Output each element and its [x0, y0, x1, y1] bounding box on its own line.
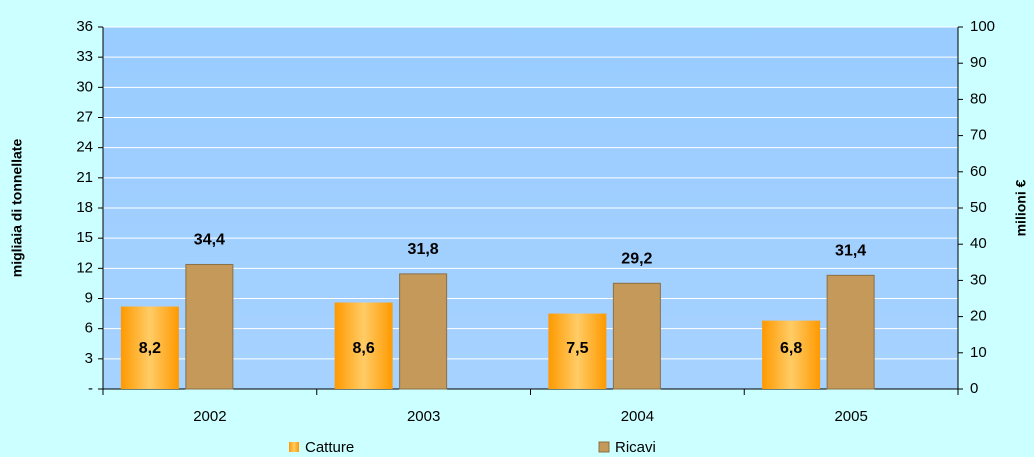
data-label: 34,4 — [194, 232, 225, 249]
y-tick-label: 30 — [76, 78, 93, 95]
legend-swatch — [289, 442, 299, 452]
x-tick-label: 2002 — [193, 408, 226, 425]
legend-swatch — [598, 441, 610, 453]
bar — [826, 274, 875, 390]
y-tick-label: - — [88, 380, 93, 397]
y2-tick-label: 10 — [970, 344, 987, 361]
legend-label: Ricavi — [615, 439, 656, 456]
y-tick-label: 24 — [76, 139, 93, 156]
y-tick-label: 15 — [76, 229, 93, 246]
y2-tick-label: 80 — [970, 90, 987, 107]
y2-tick-label: 40 — [970, 235, 987, 252]
x-tick-label: 2004 — [621, 408, 654, 425]
y2-tick-label: 0 — [970, 380, 978, 397]
bar — [762, 320, 821, 389]
legend-label: Catture — [305, 439, 354, 456]
y-tick-label: 6 — [85, 320, 93, 337]
y2-axis-label: milioni € — [1013, 179, 1029, 236]
bar — [334, 302, 393, 389]
data-label: 7,5 — [566, 340, 588, 357]
data-label: 31,4 — [835, 243, 866, 260]
y-tick-label: 33 — [76, 48, 93, 65]
x-tick-label: 2005 — [834, 408, 867, 425]
y-tick-label: 18 — [76, 199, 93, 216]
y-axis-label: migliaia di tonnellate — [9, 139, 25, 278]
y-tick-label: 12 — [76, 259, 93, 276]
bar — [399, 273, 448, 390]
x-tick-label: 2003 — [407, 408, 440, 425]
bar — [548, 313, 607, 389]
y2-tick-label: 20 — [970, 308, 987, 325]
y-tick-label: 36 — [76, 18, 93, 35]
y-tick-label: 21 — [76, 169, 93, 186]
y2-tick-label: 60 — [970, 163, 987, 180]
y-tick-label: 3 — [85, 350, 93, 367]
y2-tick-label: 100 — [970, 18, 995, 35]
bar — [185, 263, 234, 390]
y-tick-label: 27 — [76, 108, 93, 125]
y2-tick-label: 50 — [970, 199, 987, 216]
y-tick-label: 9 — [85, 289, 93, 306]
y2-tick-label: 30 — [970, 271, 987, 288]
data-label: 8,2 — [139, 340, 161, 357]
bar — [120, 306, 179, 389]
bar — [612, 282, 661, 390]
data-label: 31,8 — [408, 241, 439, 258]
y2-tick-label: 90 — [970, 54, 987, 71]
data-label: 8,6 — [353, 340, 375, 357]
data-label: 29,2 — [621, 251, 652, 268]
data-label: 6,8 — [780, 340, 802, 357]
y2-tick-label: 70 — [970, 127, 987, 144]
